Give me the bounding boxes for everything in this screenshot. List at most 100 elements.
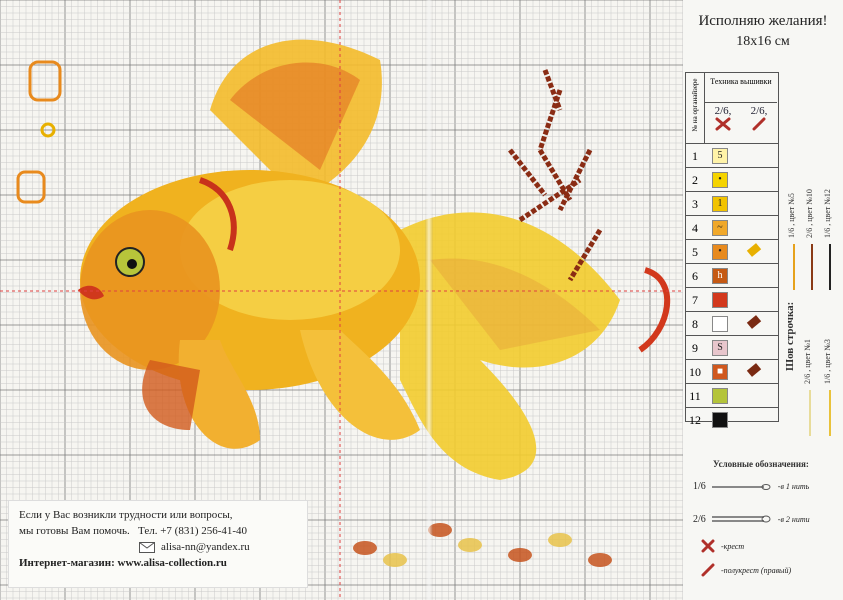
legend-half-stitch [746,363,762,377]
legend-symbol: • [712,172,728,188]
legend-half-stitch [746,315,762,329]
notes-header: Условные обозначения: [713,459,809,469]
contact-line-1: Если у Вас возникли трудности или вопрос… [19,509,233,521]
plant-branch [557,148,593,212]
needle-one-icon [711,483,771,490]
legend-symbol: ■ [712,364,728,380]
note-cross: -крест [701,539,744,553]
legend-symbol: S [712,340,728,356]
legend-row-number: 8 [692,317,698,331]
legend-row-number: 11 [689,389,701,403]
legend-row-number: 9 [692,341,698,355]
backstitch-block: Шов строчка: 1/6 , цвет №5 2/6 , цвет №10… [779,189,843,436]
legend-rows: 1 5 2 • 3 1 4 ~5 • 6 h 7 8 9 S 10 ■ 11 12 [686,143,778,431]
fish-pupil [127,259,137,269]
legend-row-number: 1 [692,149,698,163]
legend-number-header: № на органайзере [691,78,699,132]
legend-col-half: 2/6, [741,103,777,143]
legend-symbol: • [712,244,728,260]
tail-shade [430,258,600,350]
pebble [458,538,482,552]
legend-symbol [712,388,728,404]
pebble [588,553,612,567]
pectoral-fin [178,340,260,449]
bubble-medium [16,170,46,204]
envelope-icon [139,541,155,553]
backstitch-text: 2/6 , цвет №10 [805,189,814,238]
plant-branch [537,148,573,202]
contact-email[interactable]: alisa-nn@yandex.ru [161,541,250,553]
note-half-cross: -полукрест (правый) [701,563,791,577]
pebble [548,533,572,547]
contact-email-row[interactable]: alisa-nn@yandex.ru [139,539,297,555]
pebble [428,523,452,537]
shop-url-link[interactable]: www.alisa-collection.ru [117,557,227,569]
plant-curl [638,267,671,353]
contact-phone: +7 (831) 256-41-40 [160,525,248,537]
legend-row: 2 • [686,167,778,191]
backstitch-swatch [811,244,813,290]
needle-two-icon [711,515,771,523]
legend-col-cross: 2/6, [705,103,741,143]
plant-branch [567,228,603,282]
notes-panel: Условные обозначения: 1/6 -в 1 нить 2/6 … [683,455,843,600]
plant-branch [518,177,582,223]
contact-box: Если у Вас возникли трудности или вопрос… [8,500,308,588]
contact-shop-row[interactable]: Интернет-магазин: www.alisa-collection.r… [19,557,227,569]
backstitch-text: 1/6 , цвет №12 [823,189,832,238]
plant-branch [542,69,563,111]
backstitch-text: 2/6 , цвет №1 [803,339,812,384]
pebble [508,548,532,562]
backstitch-text: 1/6 , цвет №3 [823,339,832,384]
backstitch-swatch [829,244,831,290]
legend-half-stitch [746,243,762,257]
backstitch-swatch [829,390,831,436]
backstitch-swatch [793,244,795,290]
legend-row: 5 • [686,239,778,263]
legend-row: 4 ~ [686,215,778,239]
backstitch-swatch [809,390,811,436]
legend-row: 11 [686,383,778,407]
legend-row-number: 4 [692,221,698,235]
legend-symbol: ~ [712,220,728,236]
half-stitch-icon [752,117,766,131]
pebble [383,553,407,567]
legend-row: 10 ■ [686,359,778,383]
anal-fin [300,330,420,440]
page-title: Исполняю желания! [698,13,828,29]
legend-symbol [712,412,728,428]
backstitch-text: 1/6 , цвет №5 [787,193,796,238]
legend-symbol: 1 [712,196,728,212]
legend-row: 12 [686,407,778,431]
legend-symbol: h [712,268,728,284]
half-cross-icon [701,563,715,577]
legend-symbol [712,316,728,332]
bubble-large [28,60,62,102]
legend-row-number: 7 [692,293,698,307]
note-two-strands: 2/6 -в 2 нити [693,513,810,525]
legend-symbol: 5 [712,148,728,164]
legend-row-number: 6 [692,269,698,283]
legend-row: 8 [686,311,778,335]
contact-line-2: мы готовы Вам помочь. Тел. +7 (831) 256-… [19,525,248,537]
red-fin [142,360,200,430]
legend-symbol [712,292,728,308]
head-stripe [198,177,237,251]
legend-row-number: 5 [692,245,698,259]
legend-technique-header: Техника вышивки [705,73,777,103]
page-fold [425,0,433,600]
bubble-small [40,122,56,138]
legend-row: 7 [686,287,778,311]
cross-stitch-icon [715,117,731,131]
design-size: 18х16 см [736,34,790,49]
pebble [353,541,377,555]
legend-row-number: 12 [689,413,701,427]
dorsal-fin-shade [230,62,360,170]
fish-head [80,210,220,370]
backstitch-label: Шов строчка: [784,301,796,371]
color-legend: № на органайзере Техника вышивки 2/6, 2/… [685,72,779,428]
